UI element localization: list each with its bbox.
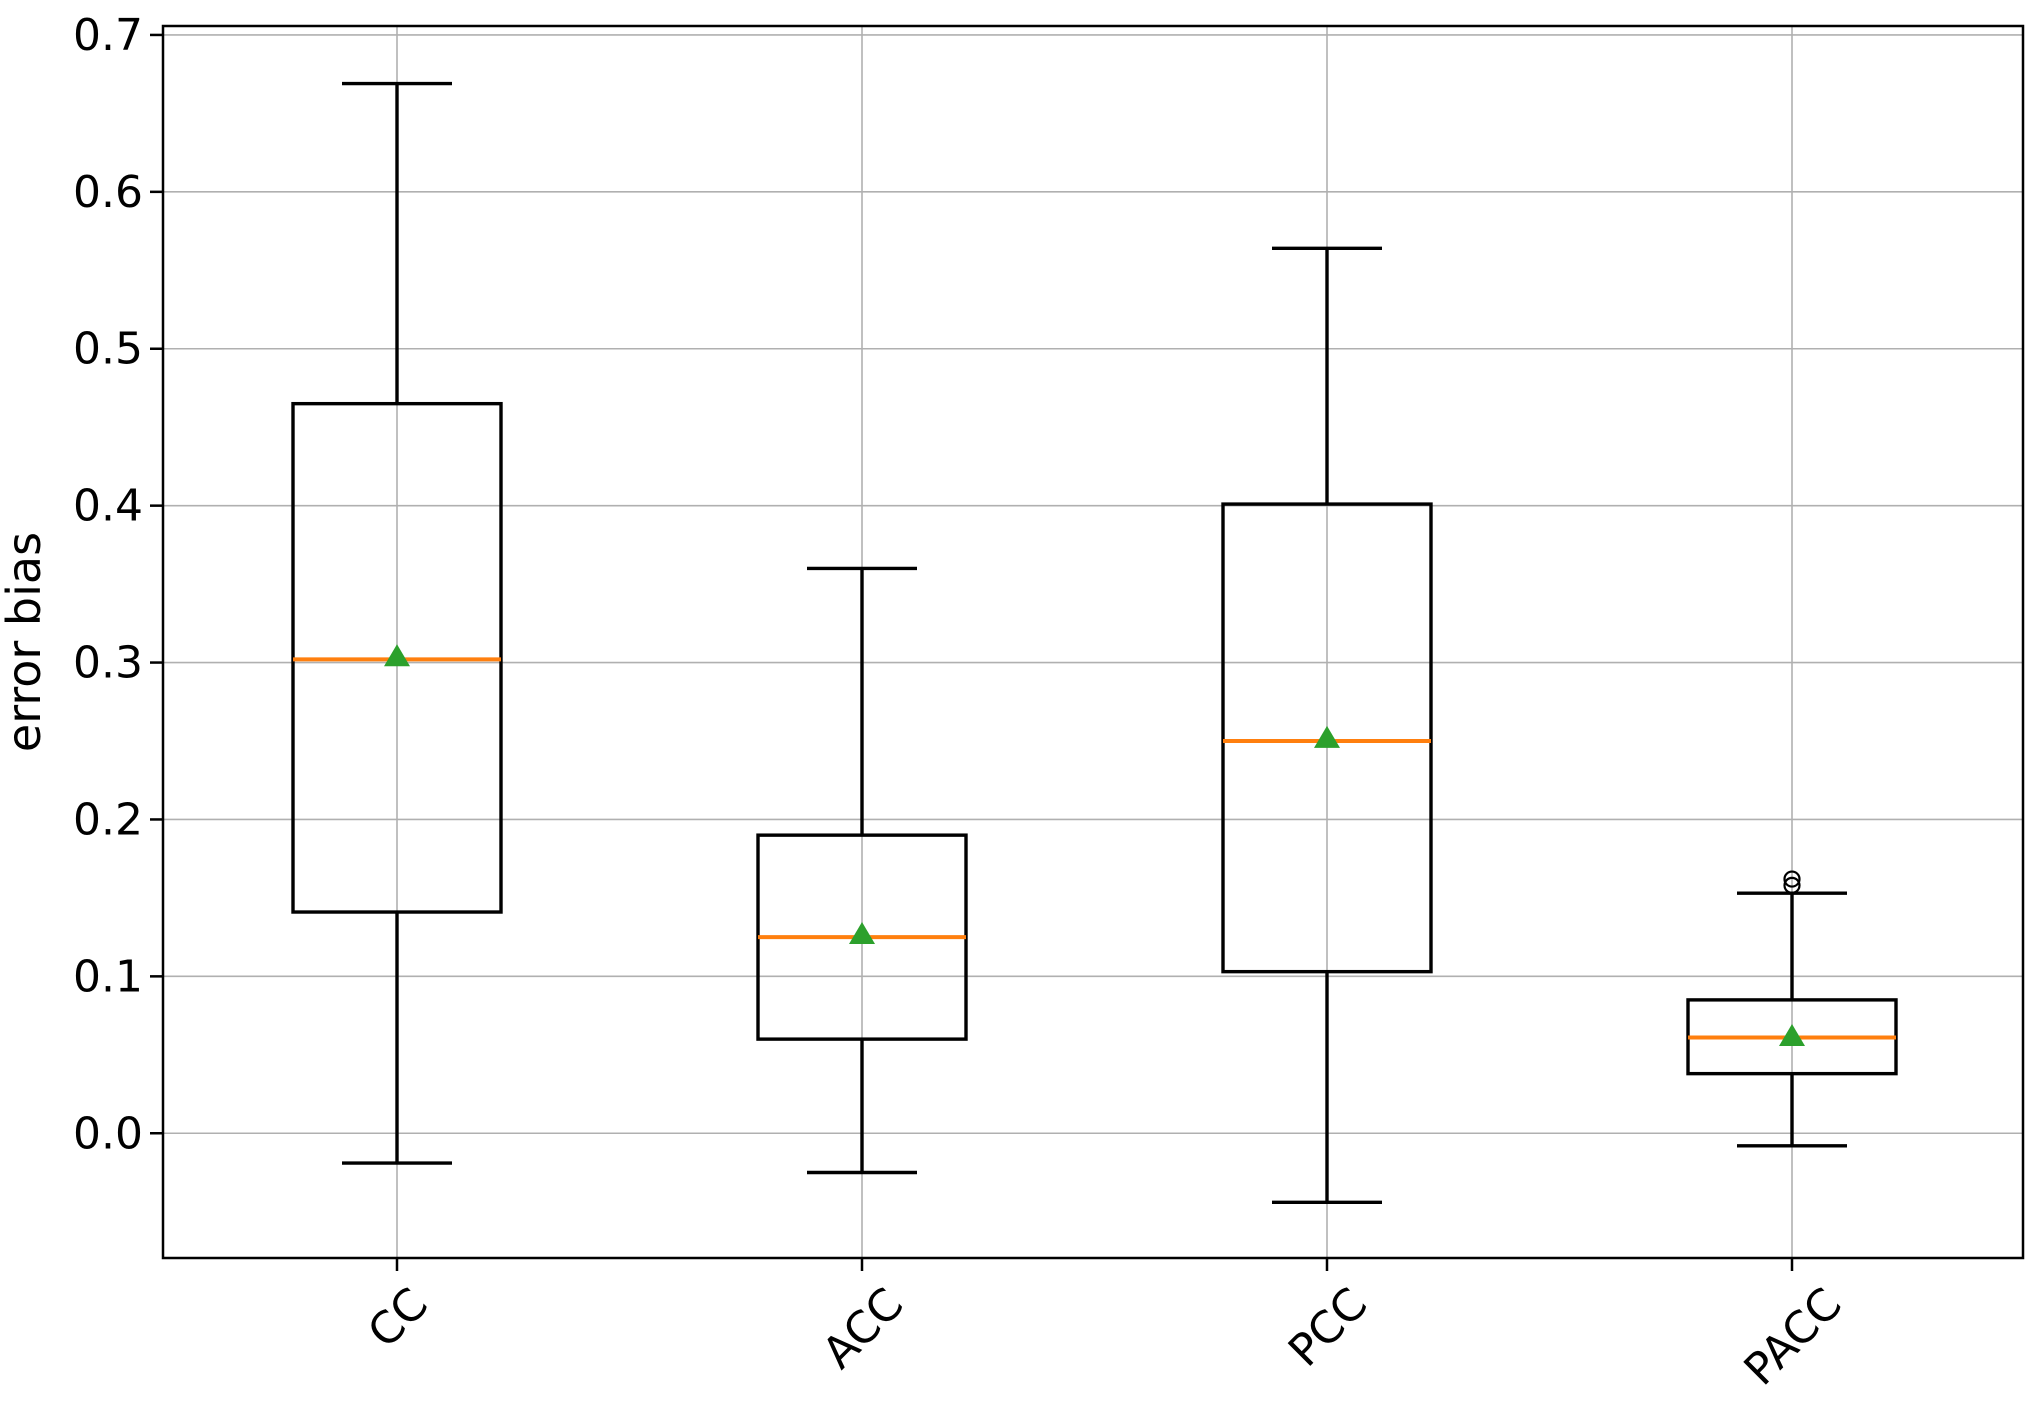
iqr-box [1221, 502, 1433, 974]
mean-marker [1779, 1023, 1805, 1046]
y-tick-label: 0.6 [73, 167, 143, 218]
outlier-point [1783, 870, 1801, 888]
boxplot-pcc [1221, 246, 1433, 1204]
y-tick-label: 0.7 [73, 10, 143, 61]
plot-frame [161, 24, 2025, 1260]
boxplot-cc [291, 81, 503, 1165]
x-tick-label-pacc: PACC [1735, 1278, 1852, 1395]
boxes-layer [291, 81, 1898, 1204]
axes-layer: 0.0 0.1 0.2 0.3 0.4 0.5 0.6 0.7 CC ACC PCC PACC [73, 10, 2025, 1395]
y-tick-label: 0.1 [73, 951, 143, 1002]
y-tick-label: 0.5 [73, 324, 143, 375]
boxplot-pacc [1686, 870, 1898, 1148]
y-tick-label: 0.0 [73, 1108, 143, 1159]
x-tick-label-pcc: PCC [1279, 1278, 1377, 1376]
x-tick-label-cc: CC [358, 1278, 438, 1358]
boxplot-acc [756, 566, 968, 1175]
y-tick-label: 0.4 [73, 481, 143, 532]
x-tick-label-acc: ACC [813, 1278, 913, 1378]
y-tick-label: 0.2 [73, 794, 143, 845]
y-axis-title: error bias [0, 532, 51, 752]
outlier-point [1783, 876, 1801, 894]
mean-marker [1314, 725, 1340, 748]
mean-marker [849, 921, 875, 944]
y-tick-label: 0.3 [73, 638, 143, 689]
mean-marker [384, 644, 410, 667]
